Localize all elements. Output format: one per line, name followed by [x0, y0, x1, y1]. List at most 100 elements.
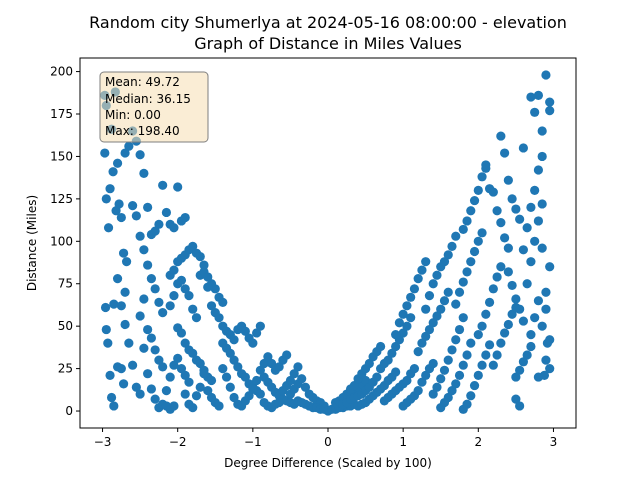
y-axis-label: Distance (Miles): [25, 195, 39, 291]
x-tick-label: −1: [244, 435, 262, 449]
data-point: [454, 287, 465, 297]
data-point: [533, 165, 544, 175]
data-point: [398, 328, 408, 338]
data-point: [139, 294, 149, 304]
data-point: [477, 172, 487, 182]
data-point: [492, 206, 502, 216]
data-point: [515, 214, 525, 224]
data-point: [131, 382, 141, 392]
data-point: [533, 296, 544, 306]
x-axis-label: Degree Difference (Scaled by 100): [224, 456, 432, 470]
stats-min: Min: 0.00: [105, 108, 161, 122]
data-point: [507, 280, 517, 291]
data-point: [169, 265, 179, 275]
y-tick-label: 200: [50, 65, 73, 79]
data-point: [229, 335, 239, 345]
data-point: [180, 389, 190, 399]
data-point: [161, 207, 172, 218]
data-point: [248, 338, 258, 348]
data-point: [496, 131, 506, 141]
data-point: [518, 316, 528, 326]
y-axis-ticks: 0 25 50 75 100 125 150 175 200: [50, 65, 80, 418]
data-point: [537, 151, 547, 162]
data-point: [203, 272, 213, 282]
data-point: [150, 284, 160, 294]
data-point: [255, 321, 265, 331]
data-point: [263, 352, 273, 362]
chart-title-line1: Random city Shumerlya at 2024-05-16 08:0…: [89, 13, 567, 32]
data-point: [421, 370, 431, 380]
x-axis-ticks: −3 −2 −1 0 1 2 3: [94, 428, 557, 449]
data-point: [218, 297, 228, 307]
data-point: [447, 345, 457, 355]
data-point: [244, 391, 254, 401]
data-point: [128, 360, 138, 370]
data-point: [541, 355, 551, 365]
data-point: [447, 241, 457, 251]
data-point: [477, 228, 487, 238]
data-point: [417, 265, 427, 275]
data-point: [118, 379, 129, 389]
data-point: [139, 343, 149, 353]
data-point: [154, 355, 164, 365]
y-tick-label: 125: [50, 192, 73, 206]
data-point: [169, 223, 179, 233]
data-point: [515, 304, 525, 314]
data-point: [135, 389, 145, 399]
data-point: [120, 287, 130, 297]
data-point: [112, 362, 123, 372]
data-point: [417, 377, 427, 387]
data-point: [176, 275, 187, 285]
data-point: [112, 158, 123, 168]
data-point: [545, 97, 555, 107]
data-point: [154, 297, 164, 307]
data-point: [391, 330, 401, 340]
data-point: [545, 106, 555, 116]
data-point: [515, 401, 525, 411]
data-point: [274, 362, 284, 372]
stats-box-background: [99, 71, 209, 143]
data-point: [518, 143, 528, 153]
data-point: [176, 328, 187, 338]
data-point: [105, 184, 115, 194]
data-point: [477, 360, 487, 370]
data-point: [518, 357, 528, 367]
data-point: [120, 319, 130, 330]
data-point: [503, 267, 513, 277]
data-point: [481, 160, 491, 170]
data-point: [372, 372, 382, 382]
data-point: [203, 282, 213, 292]
data-point: [424, 324, 435, 335]
data-point: [255, 365, 265, 375]
data-point: [206, 301, 217, 311]
data-point: [507, 194, 517, 204]
data-point: [432, 382, 442, 392]
data-point: [537, 321, 547, 331]
data-point: [383, 355, 393, 365]
data-point: [135, 311, 145, 321]
data-point: [143, 369, 153, 379]
data-point: [165, 372, 175, 382]
data-point: [436, 374, 446, 384]
data-point: [188, 348, 198, 358]
data-point: [469, 195, 480, 206]
x-tick-label: 0: [324, 435, 332, 449]
data-point: [428, 318, 438, 328]
y-tick-label: 0: [65, 404, 73, 418]
data-point: [221, 372, 232, 382]
data-point: [210, 284, 220, 294]
data-point: [139, 245, 149, 255]
data-point: [191, 391, 202, 401]
data-point: [293, 362, 303, 372]
data-point: [421, 331, 431, 341]
data-point: [173, 353, 183, 364]
data-point: [218, 364, 228, 374]
y-tick-label: 150: [50, 149, 73, 163]
data-point: [466, 206, 476, 216]
stats-box: Mean: 49.72 Median: 36.15 Min: 0.00 Max:…: [99, 71, 209, 143]
data-point: [109, 299, 119, 309]
data-point: [150, 226, 160, 236]
y-tick-label: 25: [58, 362, 73, 376]
data-point: [484, 340, 495, 350]
data-point: [462, 350, 472, 360]
